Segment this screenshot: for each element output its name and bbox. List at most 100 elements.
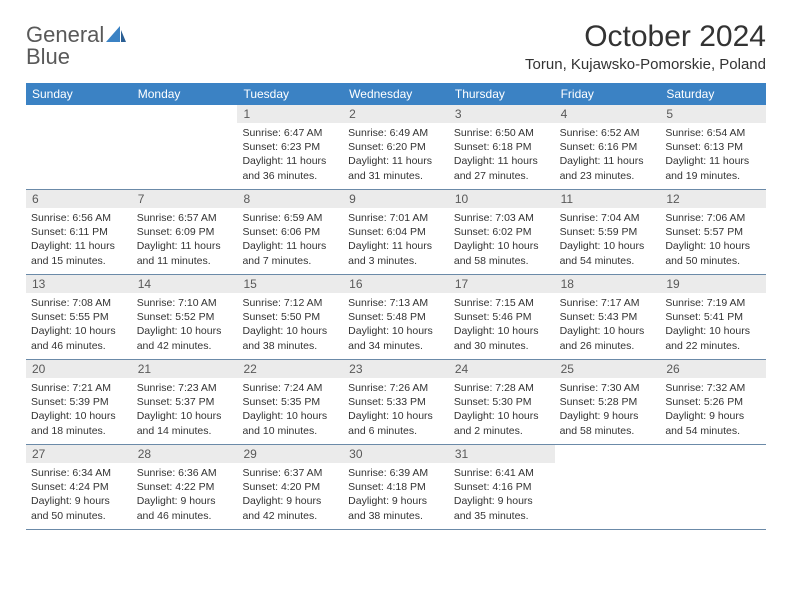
sunset-text: Sunset: 5:43 PM <box>560 310 656 324</box>
sunrise-text: Sunrise: 7:23 AM <box>137 381 233 395</box>
sunset-text: Sunset: 5:52 PM <box>137 310 233 324</box>
weekday-monday: Monday <box>132 83 238 105</box>
day-number: 19 <box>660 275 766 293</box>
month-title: October 2024 <box>525 20 766 54</box>
daylight-text: Daylight: 10 hours and 34 minutes. <box>348 324 444 352</box>
day-cell: 3Sunrise: 6:50 AMSunset: 6:18 PMDaylight… <box>449 105 555 189</box>
day-number: 1 <box>237 105 343 123</box>
weekday-tuesday: Tuesday <box>237 83 343 105</box>
day-body: Sunrise: 6:50 AMSunset: 6:18 PMDaylight:… <box>449 123 555 186</box>
weekday-header-row: SundayMondayTuesdayWednesdayThursdayFrid… <box>26 83 766 105</box>
day-cell: 25Sunrise: 7:30 AMSunset: 5:28 PMDayligh… <box>555 360 661 444</box>
sunset-text: Sunset: 5:39 PM <box>31 395 127 409</box>
day-cell: 15Sunrise: 7:12 AMSunset: 5:50 PMDayligh… <box>237 275 343 359</box>
day-body: Sunrise: 6:41 AMSunset: 4:16 PMDaylight:… <box>449 463 555 526</box>
sunset-text: Sunset: 6:11 PM <box>31 225 127 239</box>
sunrise-text: Sunrise: 6:36 AM <box>137 466 233 480</box>
day-cell: 22Sunrise: 7:24 AMSunset: 5:35 PMDayligh… <box>237 360 343 444</box>
sunset-text: Sunset: 5:46 PM <box>454 310 550 324</box>
day-number: 9 <box>343 190 449 208</box>
sunset-text: Sunset: 5:57 PM <box>665 225 761 239</box>
sunrise-text: Sunrise: 7:26 AM <box>348 381 444 395</box>
day-number: 20 <box>26 360 132 378</box>
sunrise-text: Sunrise: 7:04 AM <box>560 211 656 225</box>
day-body: Sunrise: 7:06 AMSunset: 5:57 PMDaylight:… <box>660 208 766 271</box>
day-cell: 11Sunrise: 7:04 AMSunset: 5:59 PMDayligh… <box>555 190 661 274</box>
day-number: 24 <box>449 360 555 378</box>
daylight-text: Daylight: 10 hours and 46 minutes. <box>31 324 127 352</box>
day-number: 5 <box>660 105 766 123</box>
day-number: 26 <box>660 360 766 378</box>
daylight-text: Daylight: 10 hours and 10 minutes. <box>242 409 338 437</box>
sunset-text: Sunset: 5:59 PM <box>560 225 656 239</box>
day-body: Sunrise: 6:56 AMSunset: 6:11 PMDaylight:… <box>26 208 132 271</box>
day-number: 27 <box>26 445 132 463</box>
day-body: Sunrise: 7:15 AMSunset: 5:46 PMDaylight:… <box>449 293 555 356</box>
sunrise-text: Sunrise: 7:01 AM <box>348 211 444 225</box>
sunrise-text: Sunrise: 7:30 AM <box>560 381 656 395</box>
day-number: 13 <box>26 275 132 293</box>
sunset-text: Sunset: 4:16 PM <box>454 480 550 494</box>
sunrise-text: Sunrise: 6:57 AM <box>137 211 233 225</box>
day-body: Sunrise: 7:30 AMSunset: 5:28 PMDaylight:… <box>555 378 661 441</box>
day-number: 22 <box>237 360 343 378</box>
daylight-text: Daylight: 10 hours and 18 minutes. <box>31 409 127 437</box>
day-number: 29 <box>237 445 343 463</box>
day-cell: 8Sunrise: 6:59 AMSunset: 6:06 PMDaylight… <box>237 190 343 274</box>
daylight-text: Daylight: 9 hours and 35 minutes. <box>454 494 550 522</box>
day-body: Sunrise: 7:28 AMSunset: 5:30 PMDaylight:… <box>449 378 555 441</box>
daylight-text: Daylight: 11 hours and 19 minutes. <box>665 154 761 182</box>
daylight-text: Daylight: 9 hours and 38 minutes. <box>348 494 444 522</box>
daylight-text: Daylight: 10 hours and 2 minutes. <box>454 409 550 437</box>
day-body: Sunrise: 7:24 AMSunset: 5:35 PMDaylight:… <box>237 378 343 441</box>
day-body: Sunrise: 7:23 AMSunset: 5:37 PMDaylight:… <box>132 378 238 441</box>
day-cell: 12Sunrise: 7:06 AMSunset: 5:57 PMDayligh… <box>660 190 766 274</box>
title-block: October 2024 Torun, Kujawsko-Pomorskie, … <box>525 20 766 73</box>
daylight-text: Daylight: 9 hours and 58 minutes. <box>560 409 656 437</box>
location: Torun, Kujawsko-Pomorskie, Poland <box>525 56 766 73</box>
day-body: Sunrise: 7:12 AMSunset: 5:50 PMDaylight:… <box>237 293 343 356</box>
sunset-text: Sunset: 4:18 PM <box>348 480 444 494</box>
week-row: 27 Sunrise: 6:34 AMSunset: 4:24 PM Dayligh… <box>26 445 766 530</box>
sunset-text: Sunset: 5:33 PM <box>348 395 444 409</box>
day-body: Sunrise: 6:39 AMSunset: 4:18 PMDaylight:… <box>343 463 449 526</box>
sunrise-text: Sunrise: 6:37 AM <box>242 466 338 480</box>
calendar-grid: SundayMondayTuesdayWednesdayThursdayFrid… <box>26 83 766 530</box>
sunset-text: Sunset: 5:26 PM <box>665 395 761 409</box>
sunset-text: Sunset: 5:41 PM <box>665 310 761 324</box>
weekday-wednesday: Wednesday <box>343 83 449 105</box>
day-body: Sunrise: 7:19 AMSunset: 5:41 PMDaylight:… <box>660 293 766 356</box>
sunset-text: Sunset: 6:18 PM <box>454 140 550 154</box>
day-cell: 9Sunrise: 7:01 AMSunset: 6:04 PMDaylight… <box>343 190 449 274</box>
sunrise-text: Sunrise: 7:13 AM <box>348 296 444 310</box>
day-body: Sunrise: 7:17 AMSunset: 5:43 PMDaylight:… <box>555 293 661 356</box>
day-cell: 29Sunrise: 6:37 AMSunset: 4:20 PMDayligh… <box>237 445 343 529</box>
sunset-text: Sunset: 6:09 PM <box>137 225 233 239</box>
sunset-text: Sunset: 5:37 PM <box>137 395 233 409</box>
day-cell: 10Sunrise: 7:03 AMSunset: 6:02 PMDayligh… <box>449 190 555 274</box>
sunrise-text: Sunrise: 6:34 AM <box>31 466 127 480</box>
daylight-text: Daylight: 9 hours and 54 minutes. <box>665 409 761 437</box>
sunrise-text: Sunrise: 7:12 AM <box>242 296 338 310</box>
daylight-text: Daylight: 11 hours and 11 minutes. <box>137 239 233 267</box>
sunrise-text: Sunrise: 7:10 AM <box>137 296 233 310</box>
day-body: Sunrise: 6:54 AMSunset: 6:13 PMDaylight:… <box>660 123 766 186</box>
day-body: Sunrise: 7:26 AMSunset: 5:33 PMDaylight:… <box>343 378 449 441</box>
sunset-text: Sunset: 4:22 PM <box>137 480 233 494</box>
day-number: 18 <box>555 275 661 293</box>
day-body: Sunrise: 7:13 AMSunset: 5:48 PMDaylight:… <box>343 293 449 356</box>
sunrise-text: Sunrise: 6:56 AM <box>31 211 127 225</box>
sunrise-text: Sunrise: 7:03 AM <box>454 211 550 225</box>
empty-cell <box>26 105 132 189</box>
weeks-container: 1Sunrise: 6:47 AMSunset: 6:23 PMDaylight… <box>26 105 766 530</box>
day-cell: 28Sunrise: 6:36 AMSunset: 4:22 PMDayligh… <box>132 445 238 529</box>
sunset-text: Sunset: 6:13 PM <box>665 140 761 154</box>
day-number: 12 <box>660 190 766 208</box>
day-body: Sunrise: 7:01 AMSunset: 6:04 PMDaylight:… <box>343 208 449 271</box>
sunset-text: Sunset: 6:16 PM <box>560 140 656 154</box>
day-body: Sunrise: 7:08 AMSunset: 5:55 PMDaylight:… <box>26 293 132 356</box>
sunset-text: Sunset: 4:24 PM <box>31 480 127 494</box>
daylight-text: Daylight: 10 hours and 58 minutes. <box>454 239 550 267</box>
sunset-text: Sunset: 5:55 PM <box>31 310 127 324</box>
sunrise-text: Sunrise: 6:59 AM <box>242 211 338 225</box>
